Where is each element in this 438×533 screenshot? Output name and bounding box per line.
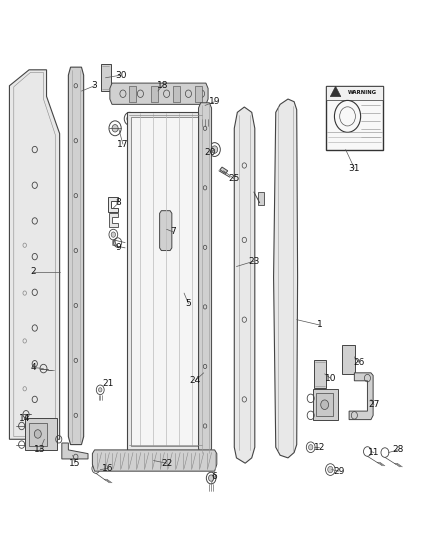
Circle shape	[321, 400, 328, 409]
Polygon shape	[101, 64, 111, 91]
Polygon shape	[220, 167, 228, 173]
Text: 21: 21	[102, 379, 113, 388]
Circle shape	[328, 466, 333, 473]
Text: 28: 28	[392, 446, 404, 455]
Text: 18: 18	[156, 81, 168, 90]
Text: WARNING: WARNING	[348, 90, 377, 95]
Text: 29: 29	[333, 467, 345, 475]
Polygon shape	[173, 86, 180, 102]
Polygon shape	[108, 197, 118, 212]
Polygon shape	[92, 450, 217, 471]
Polygon shape	[274, 99, 297, 458]
Polygon shape	[10, 70, 60, 439]
Text: 5: 5	[186, 299, 191, 308]
Text: 13: 13	[34, 446, 46, 455]
Polygon shape	[342, 345, 355, 374]
Text: 20: 20	[205, 148, 216, 157]
Polygon shape	[130, 86, 136, 102]
Polygon shape	[313, 389, 338, 419]
Text: 7: 7	[170, 228, 176, 237]
Text: 22: 22	[161, 459, 172, 467]
Text: 3: 3	[92, 81, 97, 90]
Polygon shape	[326, 86, 383, 100]
Text: 6: 6	[212, 472, 218, 481]
Polygon shape	[25, 418, 57, 450]
Text: 25: 25	[229, 174, 240, 183]
Text: 9: 9	[116, 244, 121, 253]
Text: 31: 31	[349, 164, 360, 173]
Polygon shape	[68, 67, 84, 445]
Text: 26: 26	[353, 358, 364, 367]
Circle shape	[212, 146, 218, 154]
Circle shape	[208, 475, 214, 481]
Circle shape	[202, 109, 208, 116]
Polygon shape	[326, 86, 383, 150]
Circle shape	[34, 430, 41, 438]
Text: 16: 16	[102, 464, 113, 473]
Polygon shape	[62, 443, 88, 459]
Polygon shape	[159, 211, 172, 251]
Polygon shape	[316, 393, 333, 416]
Text: 12: 12	[314, 443, 325, 452]
Polygon shape	[29, 423, 46, 446]
Polygon shape	[151, 86, 158, 102]
Text: 30: 30	[115, 70, 127, 79]
Text: 4: 4	[31, 363, 36, 372]
Text: 14: 14	[19, 414, 30, 423]
Polygon shape	[314, 360, 326, 387]
Text: 23: 23	[248, 257, 260, 265]
Text: 15: 15	[69, 459, 81, 467]
Polygon shape	[127, 112, 204, 450]
Polygon shape	[131, 117, 200, 446]
Text: 27: 27	[368, 400, 380, 409]
Polygon shape	[330, 86, 341, 96]
Polygon shape	[195, 86, 201, 102]
Text: 19: 19	[209, 97, 220, 106]
Text: 11: 11	[368, 448, 380, 457]
Text: 10: 10	[325, 374, 336, 383]
Polygon shape	[349, 373, 373, 419]
Circle shape	[99, 387, 102, 392]
Text: 17: 17	[117, 140, 129, 149]
Circle shape	[111, 232, 116, 237]
Polygon shape	[234, 107, 255, 463]
Circle shape	[112, 125, 118, 132]
Text: 24: 24	[189, 376, 201, 385]
Polygon shape	[258, 192, 264, 205]
Polygon shape	[109, 213, 118, 227]
Circle shape	[308, 445, 313, 450]
Text: 2: 2	[31, 268, 36, 276]
Polygon shape	[110, 83, 208, 104]
Text: 8: 8	[116, 198, 121, 207]
Circle shape	[127, 116, 132, 122]
Text: 1: 1	[317, 320, 322, 329]
Polygon shape	[198, 103, 212, 455]
